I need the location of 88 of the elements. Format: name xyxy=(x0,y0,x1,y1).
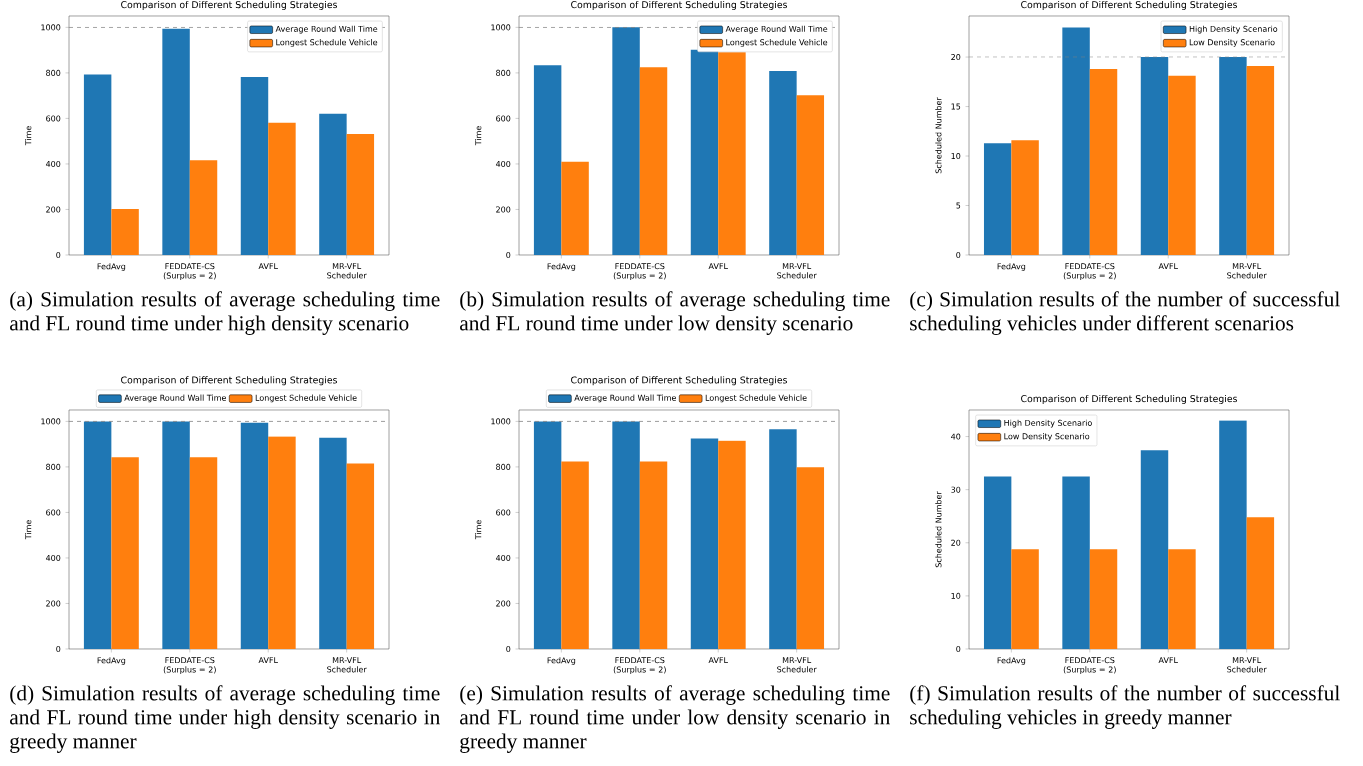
legend-label: Low Density Scenario xyxy=(1004,433,1090,441)
legend-label: Longest Schedule Vehicle xyxy=(705,394,807,403)
x-tick-label: FEDDATE-CS (Surplus = 2) xyxy=(163,263,216,281)
y-tick-label: 200 xyxy=(496,206,511,213)
x-tick-label: MR-VFL Scheduler xyxy=(777,263,817,279)
x-tick-label: MR-VFL Scheduler xyxy=(777,657,817,673)
y-tick-label: 0 xyxy=(56,251,61,259)
chart-title: Comparison of Different Scheduling Strategies xyxy=(571,376,788,386)
y-tick-label: 200 xyxy=(496,600,511,607)
legend-label: High Density Scenario xyxy=(1189,25,1278,34)
x-tick-label: MR-VFL Scheduler xyxy=(1227,263,1267,279)
y-tick-label: 600 xyxy=(496,115,511,122)
x-tick-label: FEDDATE-CS (Surplus = 2) xyxy=(1063,263,1116,281)
x-tick-label: FEDDATE-CS (Surplus = 2) xyxy=(1063,657,1116,675)
y-tick-label: 800 xyxy=(496,69,511,76)
text: (f) Simulation results of the number of successful scheduling vehicles in greedy manner xyxy=(910,685,1340,729)
x-tick-label: FEDDATE-CS (Surplus = 2) xyxy=(613,263,666,281)
y-axis-title: Time xyxy=(25,520,32,540)
x-tick-label: FedAvg xyxy=(547,263,576,271)
y-tick-label: 400 xyxy=(495,160,511,167)
x-tick-label: FedAvg xyxy=(547,657,576,665)
x-tick-label: FedAvg xyxy=(997,657,1026,665)
y-tick-label: 40 xyxy=(951,433,961,440)
x-tick-label: MR-VFL Scheduler xyxy=(1227,657,1267,673)
y-tick-label: 800 xyxy=(496,463,511,470)
legend-label: High Density Scenario xyxy=(1004,419,1092,428)
y-tick-label: 800 xyxy=(46,69,61,76)
legend-label: Longest Schedule Vehicle xyxy=(276,39,378,47)
y-axis-title: Scheduled Number xyxy=(935,97,942,174)
text: (e) Simulation results of average scheduling time and FL round time under low density scenario in greedy manner xyxy=(460,685,890,753)
text: (d) Simulation results of average scheduling time and FL round time under high density scenario in greedy manner xyxy=(10,685,440,753)
y-tick-label: 0 xyxy=(956,645,961,653)
legend-label: Longest Schedule Vehicle xyxy=(255,394,357,403)
y-tick-label: 15 xyxy=(951,103,961,110)
x-tick-label: AVFL xyxy=(258,263,278,269)
x-tick-label: AVFL xyxy=(708,657,728,663)
legend-label: Average Round Wall Time xyxy=(124,394,226,403)
y-tick-label: 0 xyxy=(956,251,961,259)
y-tick-label: 5 xyxy=(956,202,961,209)
chart-title: Comparison of Different Scheduling Strategies xyxy=(121,0,338,10)
y-tick-label: 30 xyxy=(951,486,961,493)
y-axis-title: Scheduled Number xyxy=(935,491,942,568)
chart-title: Comparison of Different Scheduling Strategies xyxy=(121,376,338,386)
x-tick-label: AVFL xyxy=(708,263,728,269)
y-axis-title: Time xyxy=(25,126,32,146)
text: (b) Simulation results of average scheduling time and FL round time under low density scenario xyxy=(460,291,890,335)
legend-label: Average Round Wall Time xyxy=(275,25,378,34)
y-tick-label: 200 xyxy=(46,206,61,213)
x-tick-label: FEDDATE-CS (Surplus = 2) xyxy=(613,657,666,675)
chart-title: Comparison of Different Scheduling Strategies xyxy=(1021,0,1238,10)
y-tick-label: 1000 xyxy=(491,24,511,31)
y-tick-label: 10 xyxy=(951,592,961,599)
y-tick-label: 800 xyxy=(46,463,61,470)
y-tick-label: 400 xyxy=(495,554,511,561)
y-tick-label: 20 xyxy=(951,539,961,546)
x-tick-label: FedAvg xyxy=(97,263,126,271)
y-tick-label: 400 xyxy=(45,160,61,167)
y-axis-title: Time xyxy=(475,520,482,540)
y-tick-label: 1000 xyxy=(41,418,61,425)
y-tick-label: 1000 xyxy=(41,24,61,31)
chart-title: Comparison of Different Scheduling Strategies xyxy=(1021,394,1238,404)
x-tick-label: MR-VFL Scheduler xyxy=(327,657,367,673)
legend-label: Average Round Wall Time xyxy=(725,25,828,34)
x-tick-label: AVFL xyxy=(258,657,278,663)
x-tick-label: FedAvg xyxy=(997,263,1026,271)
y-axis-title: Time xyxy=(475,126,482,146)
y-tick-label: 0 xyxy=(506,251,511,259)
chart-title: Comparison of Different Scheduling Strategies xyxy=(571,0,788,10)
y-tick-label: 200 xyxy=(46,600,61,607)
y-tick-label: 400 xyxy=(45,554,61,561)
x-tick-label: MR-VFL Scheduler xyxy=(327,263,367,279)
x-tick-label: AVFL xyxy=(1158,657,1178,663)
y-tick-label: 0 xyxy=(56,645,61,653)
y-tick-label: 600 xyxy=(46,509,61,516)
y-tick-label: 600 xyxy=(46,115,61,122)
x-tick-label: AVFL xyxy=(1158,263,1178,269)
x-tick-label: FEDDATE-CS (Surplus = 2) xyxy=(163,657,216,675)
legend-label: Low Density Scenario xyxy=(1189,39,1275,47)
text: (a) Simulation results of average scheduling time and FL round time under high density scenario xyxy=(10,291,440,335)
y-tick-label: 20 xyxy=(951,54,961,61)
y-tick-label: 10 xyxy=(951,153,961,160)
y-tick-label: 0 xyxy=(506,645,511,653)
y-tick-label: 1000 xyxy=(491,418,511,425)
y-tick-label: 600 xyxy=(496,509,511,516)
legend-label: Longest Schedule Vehicle xyxy=(726,39,828,47)
text: (c) Simulation results of the number of successful scheduling vehicles under different scenarios xyxy=(910,291,1340,335)
legend-label: Average Round Wall Time xyxy=(574,394,676,403)
x-tick-label: FedAvg xyxy=(97,657,126,665)
